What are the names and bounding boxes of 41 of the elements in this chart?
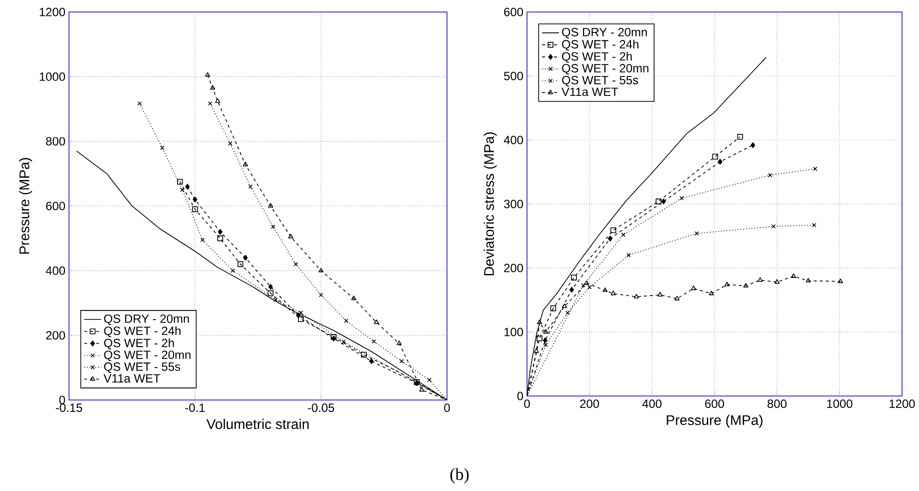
legend-label: QS WET - 55s	[104, 362, 180, 374]
y-tick-label: 500	[504, 72, 524, 80]
y-tick-label: 0	[517, 392, 524, 400]
y-axis-title: Deviatoric stress (MPa)	[484, 132, 497, 276]
x-tick-label: -0.1	[185, 404, 205, 412]
x-tick-label: 1200	[890, 400, 915, 408]
x-tick-label: 1000	[827, 400, 852, 408]
x-axis-title: Pressure (MPa)	[666, 414, 762, 428]
y-tick-label: 800	[46, 137, 66, 146]
legend-label: QS WET - 2h	[104, 338, 174, 350]
x-tick-label: 0	[524, 400, 530, 408]
x-axis-title: Volumetric strain	[206, 418, 309, 430]
y-tick-label: 400	[46, 266, 66, 275]
legend-label: QS WET - 20mn	[562, 64, 648, 75]
y-tick-label: 100	[504, 328, 524, 336]
y-axis-title: Pressure (MPa)	[19, 158, 32, 254]
x-tick-label: 400	[642, 400, 662, 408]
x-tick-label: 200	[580, 400, 600, 408]
x-tick-label: -0.15	[56, 404, 82, 412]
legend-label: QS WET - 55s	[562, 76, 638, 86]
y-tick-label: 200	[46, 331, 66, 340]
x-tick-label: -0.05	[308, 404, 334, 412]
legend-label: QS WET - 24h	[562, 40, 638, 51]
x-tick-label: 600	[705, 400, 724, 408]
y-tick-label: 600	[504, 8, 524, 16]
legend-label: QS DRY - 20mn	[562, 28, 647, 39]
legend-label: QS WET - 2h	[562, 52, 632, 63]
legend-label: V11a WET	[104, 374, 160, 383]
y-tick-label: 400	[504, 136, 524, 144]
y-tick-label: 1000	[40, 72, 66, 81]
x-tick-label: 800	[768, 400, 787, 408]
y-tick-label: 600	[46, 202, 66, 210]
y-tick-label: 1200	[40, 8, 66, 16]
legend-label: QS WET - 24h	[104, 326, 180, 338]
legend-label: QS DRY - 20mn	[104, 314, 189, 326]
x-tick-label: 0	[444, 404, 450, 412]
y-tick-label: 200	[504, 264, 524, 272]
legend-label: V11a WET	[561, 88, 618, 96]
y-tick-label: 300	[504, 200, 524, 208]
legend-label: QS WET - 20mn	[104, 350, 190, 362]
text: (b)	[450, 468, 469, 484]
